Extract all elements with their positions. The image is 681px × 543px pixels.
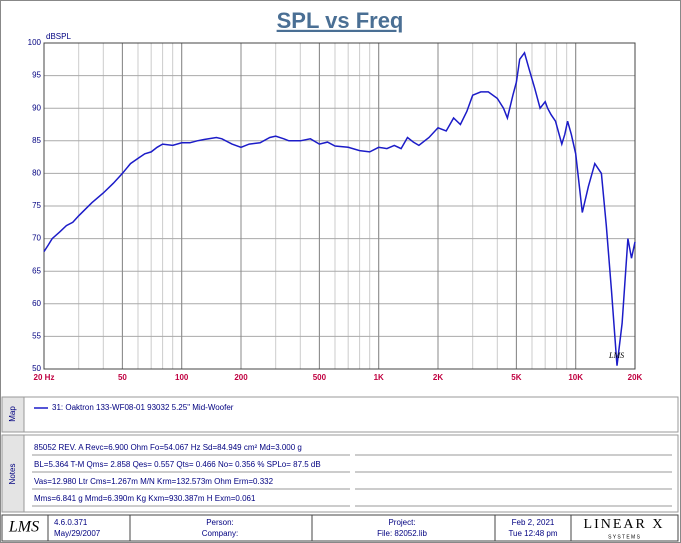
notes-strip	[1, 434, 25, 513]
person: Person:	[206, 518, 234, 527]
y-tick-label: 65	[32, 266, 41, 275]
y-tick-label: 95	[32, 71, 41, 80]
map-strip	[1, 396, 25, 433]
plot-border	[43, 42, 636, 370]
y-tick-label: 50	[32, 364, 41, 373]
footer-logo: LMS	[8, 519, 39, 536]
note-line: BL=5.364 T-M Qms= 2.858 Qes= 0.557 Qts= …	[34, 460, 321, 469]
y-axis-label: dBSPL	[46, 32, 71, 41]
footer	[1, 514, 679, 542]
x-tick-label: 2K	[433, 373, 443, 382]
y-tick-label: 90	[32, 103, 41, 112]
x-tick-label: 10K	[568, 373, 583, 382]
version: 4.6.0.371	[54, 518, 88, 527]
date: Feb 2, 2021	[512, 518, 555, 527]
note-line: 85052 REV. A Revc=6.900 Ohm Fo=54.067 Hz…	[34, 443, 302, 452]
brand-sub: S Y S T E M S	[608, 534, 641, 540]
map-label: Map	[8, 406, 17, 422]
legend-entry: 31: Oaktron 133-WF08-01 93032 5.25" Mid-…	[52, 403, 234, 412]
x-tick-label: 200	[234, 373, 248, 382]
x-tick-label: 1K	[374, 373, 384, 382]
y-tick-label: 85	[32, 136, 41, 145]
series-line	[43, 51, 636, 366]
x-tick-label: 20 Hz	[34, 373, 55, 382]
x-tick-label: 500	[313, 373, 327, 382]
x-tick-label: 100	[175, 373, 189, 382]
y-tick-label: 60	[32, 299, 41, 308]
note-line: Vas=12.980 Ltr Cms=1.267m M/N Krm=132.57…	[34, 477, 274, 486]
file: File: 82052.lib	[377, 529, 427, 538]
y-tick-label: 75	[32, 201, 41, 210]
chart-title: SPL vs Freq	[277, 8, 404, 33]
y-tick-label: 100	[28, 38, 42, 47]
time: Tue 12:48 pm	[508, 529, 557, 538]
project: Project:	[388, 518, 415, 527]
version-date: May/29/2007	[54, 529, 101, 538]
y-tick-label: 80	[32, 169, 41, 178]
notes-label: Notes	[8, 464, 17, 485]
notes: 85052 REV. A Revc=6.900 Ohm Fo=54.067 Hz…	[32, 443, 672, 507]
x-tick-label: 5K	[511, 373, 521, 382]
company: Company:	[202, 529, 238, 538]
note-line: Mms=6.841 g Mmd=6.390m Kg Kxm=930.387m H…	[34, 494, 256, 503]
x-tick-label: 50	[118, 373, 127, 382]
y-tick-label: 55	[32, 332, 41, 341]
brand: LINEAR X	[584, 517, 665, 532]
watermark: LMS	[608, 351, 624, 360]
x-tick-label: 20K	[628, 373, 643, 382]
y-tick-label: 70	[32, 234, 41, 243]
